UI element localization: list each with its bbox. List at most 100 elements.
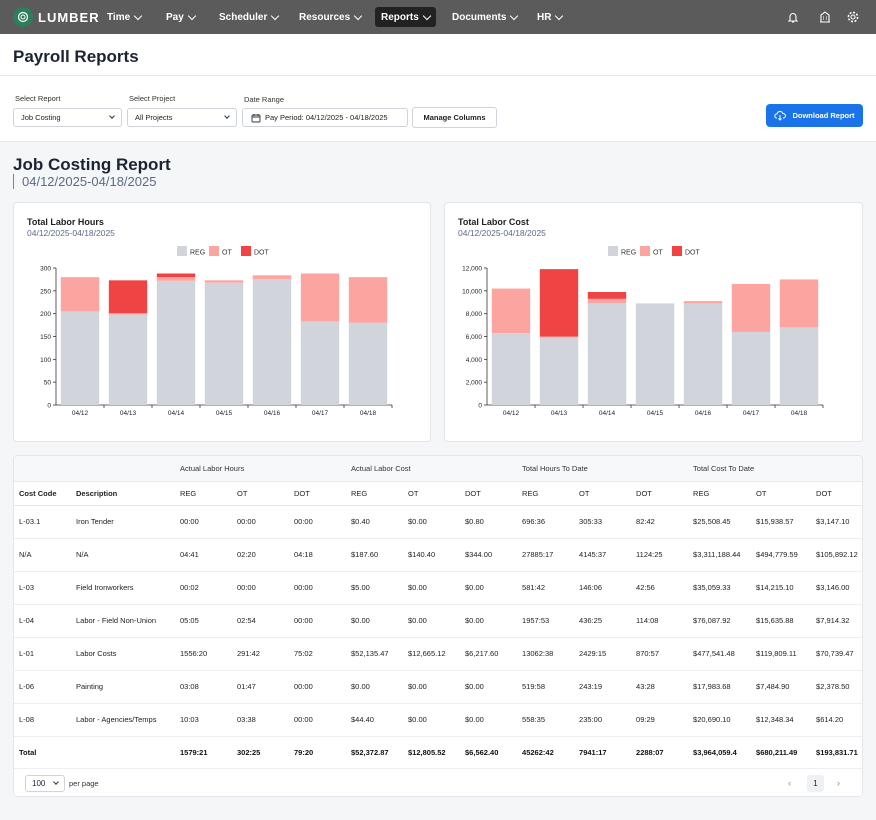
- bar-ot-04-16[interactable]: [252, 275, 292, 279]
- date-range-picker[interactable]: Pay Period: 04/12/2025 - 04/18/2025: [242, 108, 408, 127]
- labor-hours-chart-card: Total Labor Hours 04/12/2025-04/18/2025 …: [13, 202, 431, 442]
- bar-reg-04-13[interactable]: [108, 314, 148, 405]
- column-header[interactable]: REG: [517, 481, 575, 506]
- legend-swatch-dot[interactable]: [241, 246, 251, 256]
- table-cell: $17,983.68: [688, 670, 752, 704]
- x-tick-label: 04/12: [72, 410, 89, 417]
- download-report-button[interactable]: Download Report: [766, 104, 863, 127]
- nav-resources-label: Resources: [299, 11, 351, 23]
- project-select[interactable]: All Projects: [127, 108, 237, 127]
- bar-reg-04-15[interactable]: [204, 282, 244, 405]
- bar-ot-04-16[interactable]: [683, 301, 723, 304]
- per-page-select[interactable]: 100: [25, 775, 65, 792]
- bar-ot-04-18[interactable]: [779, 279, 819, 328]
- legend-swatch-reg[interactable]: [177, 246, 187, 256]
- bar-ot-04-15[interactable]: [204, 280, 244, 283]
- bar-dot-04-13[interactable]: [539, 269, 579, 337]
- legend-swatch-ot[interactable]: [209, 246, 219, 256]
- bar-reg-04-14[interactable]: [156, 280, 196, 405]
- table-cell: 42:56: [631, 571, 689, 605]
- column-header[interactable]: Description: [71, 481, 175, 506]
- bar-ot-04-18[interactable]: [348, 277, 388, 323]
- nav-scheduler[interactable]: Scheduler: [213, 7, 284, 27]
- bar-reg-04-13[interactable]: [539, 337, 579, 405]
- table-row[interactable]: L-04 Labor - Field Non-Union 05:05 02:54 00:…: [14, 604, 862, 638]
- totals-row: Total 1579:21 302:25 79:20 $52,372.87 $12,805…: [14, 735, 862, 769]
- column-header[interactable]: DOT: [289, 481, 347, 506]
- bar-ot-04-12[interactable]: [491, 288, 531, 334]
- column-header[interactable]: OT: [574, 481, 632, 506]
- report-title: Job Costing Report: [13, 155, 171, 174]
- prev-page-button[interactable]: ‹: [788, 778, 791, 788]
- table-cell: 82:42: [631, 505, 689, 539]
- table-cell: 696:36: [517, 505, 575, 539]
- report-select[interactable]: Job Costing: [13, 108, 122, 127]
- table-row[interactable]: L-01 Labor Costs 1556:20 291:42 75:02 $52,135…: [14, 637, 862, 671]
- brand-logo[interactable]: LUMBER: [13, 7, 100, 27]
- column-header[interactable]: OT: [403, 481, 461, 506]
- column-header[interactable]: DOT: [460, 481, 518, 506]
- bar-ot-04-17[interactable]: [731, 283, 771, 332]
- bar-reg-04-15[interactable]: [635, 303, 675, 405]
- table-row[interactable]: L-06 Painting 03:08 01:47 00:00 $0.00 $0.00 $0.…: [14, 670, 862, 704]
- table-row[interactable]: L-08 Labor - Agencies/Temps 10:03 03:38 00:0…: [14, 703, 862, 737]
- table-cell: $0.00: [403, 604, 461, 638]
- table-cell: 581:42: [517, 571, 575, 605]
- table-cell: $344.00: [460, 538, 518, 572]
- table-row[interactable]: L-03.1 Iron Tender 00:00 00:00 00:00 $0.40 $0.…: [14, 505, 862, 539]
- page-number-1[interactable]: 1: [807, 775, 824, 792]
- brand-name: LUMBER: [38, 9, 100, 25]
- legend-swatch-ot[interactable]: [640, 246, 650, 256]
- bell-icon[interactable]: [786, 10, 800, 24]
- table-cell: $614.20: [811, 703, 862, 737]
- bar-reg-04-14[interactable]: [587, 303, 627, 405]
- column-header[interactable]: DOT: [811, 481, 862, 506]
- chevron-down-icon: [353, 11, 363, 20]
- nav-resources[interactable]: Resources: [293, 7, 367, 27]
- nav-pay[interactable]: Pay: [160, 7, 201, 27]
- nav-reports[interactable]: Reports: [375, 7, 436, 27]
- chevron-down-icon: [422, 11, 432, 20]
- bar-dot-04-14[interactable]: [587, 291, 627, 299]
- bar-ot-04-13[interactable]: [539, 336, 579, 338]
- column-header[interactable]: REG: [688, 481, 752, 506]
- bar-ot-04-14[interactable]: [587, 298, 627, 304]
- column-header[interactable]: OT: [232, 481, 289, 506]
- bar-reg-04-17[interactable]: [300, 321, 340, 405]
- column-header[interactable]: REG: [175, 481, 232, 506]
- building-icon[interactable]: [818, 10, 832, 24]
- nav-documents[interactable]: Documents: [446, 7, 523, 27]
- column-header[interactable]: REG: [346, 481, 404, 506]
- legend-swatch-dot[interactable]: [672, 246, 682, 256]
- column-header[interactable]: Cost Code: [14, 481, 71, 506]
- x-tick-label: 04/14: [168, 410, 185, 417]
- bar-dot-04-13[interactable]: [108, 280, 148, 314]
- bar-reg-04-18[interactable]: [348, 322, 388, 405]
- table-row[interactable]: N/A N/A 04:41 02:20 04:18 $187.60 $140.40 $344.…: [14, 538, 862, 572]
- table-cell: $0.00: [403, 703, 461, 737]
- legend-swatch-reg[interactable]: [608, 246, 618, 256]
- column-header[interactable]: OT: [751, 481, 812, 506]
- next-page-button[interactable]: ›: [837, 778, 840, 788]
- manage-columns-button[interactable]: Manage Columns: [412, 107, 497, 128]
- bar-reg-04-12[interactable]: [60, 311, 100, 405]
- bar-ot-04-17[interactable]: [300, 273, 340, 322]
- nav-hr[interactable]: HR: [531, 7, 568, 27]
- bar-ot-04-13[interactable]: [108, 313, 148, 315]
- bar-reg-04-18[interactable]: [779, 327, 819, 405]
- table-cell: Labor - Agencies/Temps: [71, 703, 175, 737]
- bar-reg-04-16[interactable]: [252, 278, 292, 405]
- bar-ot-04-14[interactable]: [156, 277, 196, 281]
- nav-time[interactable]: Time: [101, 7, 147, 27]
- bar-reg-04-16[interactable]: [683, 303, 723, 405]
- nav-scheduler-label: Scheduler: [219, 11, 268, 23]
- bar-reg-04-12[interactable]: [491, 333, 531, 405]
- column-header[interactable]: DOT: [631, 481, 689, 506]
- bar-ot-04-12[interactable]: [60, 277, 100, 312]
- table-row[interactable]: L-03 Field Ironworkers 00:02 00:00 00:00 $5.0…: [14, 571, 862, 605]
- bar-reg-04-17[interactable]: [731, 331, 771, 405]
- bar-dot-04-14[interactable]: [156, 273, 196, 278]
- table-cell: $0.80: [460, 505, 518, 539]
- table-cell: 1957:53: [517, 604, 575, 638]
- gear-icon[interactable]: [846, 10, 860, 24]
